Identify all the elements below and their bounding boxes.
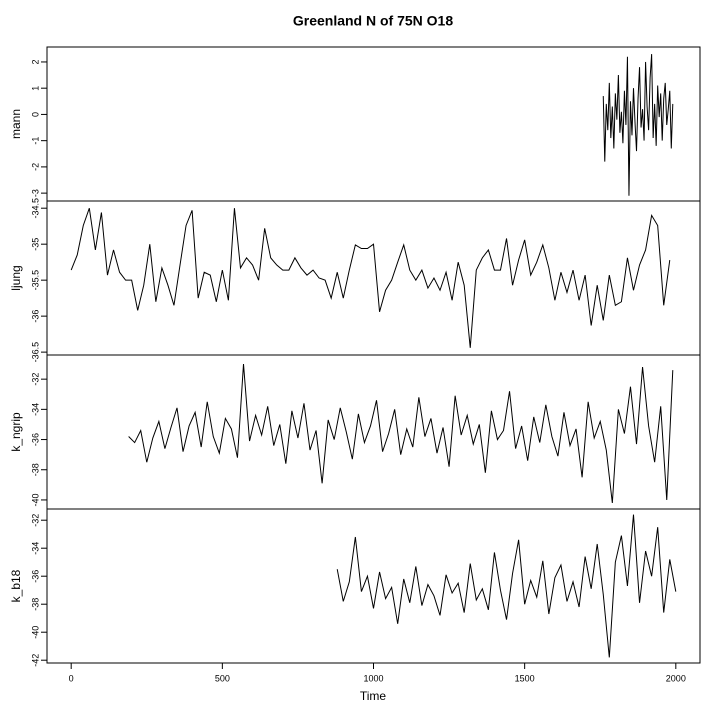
x-tick-label: 1000 bbox=[363, 673, 383, 683]
series-line bbox=[70, 208, 671, 348]
y-tick-label: -32 bbox=[30, 514, 40, 527]
y-tick-label: 1 bbox=[30, 86, 40, 91]
y-axis-label: mann bbox=[9, 109, 23, 139]
y-tick-label: -38 bbox=[30, 598, 40, 611]
y-axis-label: k_b18 bbox=[9, 569, 23, 602]
y-tick-label: -40 bbox=[30, 493, 40, 506]
y-tick-label: -34 bbox=[30, 542, 40, 555]
y-tick-label: 2 bbox=[30, 59, 40, 64]
y-tick-label: 0 bbox=[30, 112, 40, 117]
y-tick-label: -36 bbox=[30, 310, 40, 323]
y-tick-label: -35 bbox=[30, 238, 40, 251]
y-tick-label: -40 bbox=[30, 626, 40, 639]
series-line bbox=[602, 54, 674, 196]
y-tick-label: -34 bbox=[30, 403, 40, 416]
y-tick-label: -2 bbox=[30, 163, 40, 171]
chart-title: Greenland N of 75N O18 bbox=[293, 13, 453, 29]
y-axis-label: ljung bbox=[9, 265, 23, 290]
y-tick-label: -36 bbox=[30, 570, 40, 583]
y-axis-label: k_ngrip bbox=[9, 412, 23, 452]
y-tick-label: -42 bbox=[30, 654, 40, 667]
x-tick-label: 500 bbox=[215, 673, 230, 683]
y-tick-label: -3 bbox=[30, 189, 40, 197]
series-line bbox=[128, 364, 674, 504]
y-tick-label: -36.5 bbox=[30, 342, 40, 363]
series-line bbox=[336, 514, 677, 658]
x-tick-label: 1500 bbox=[515, 673, 535, 683]
x-axis-label: Time bbox=[360, 689, 387, 703]
y-tick-label: -35.5 bbox=[30, 270, 40, 291]
x-tick-label: 0 bbox=[69, 673, 74, 683]
x-tick-label: 2000 bbox=[666, 673, 686, 683]
y-tick-label: -38 bbox=[30, 463, 40, 476]
y-tick-label: -34.5 bbox=[30, 198, 40, 219]
y-tick-label: -32 bbox=[30, 373, 40, 386]
y-tick-label: -1 bbox=[30, 137, 40, 145]
panel-frame bbox=[46, 46, 701, 202]
y-tick-label: -36 bbox=[30, 433, 40, 446]
